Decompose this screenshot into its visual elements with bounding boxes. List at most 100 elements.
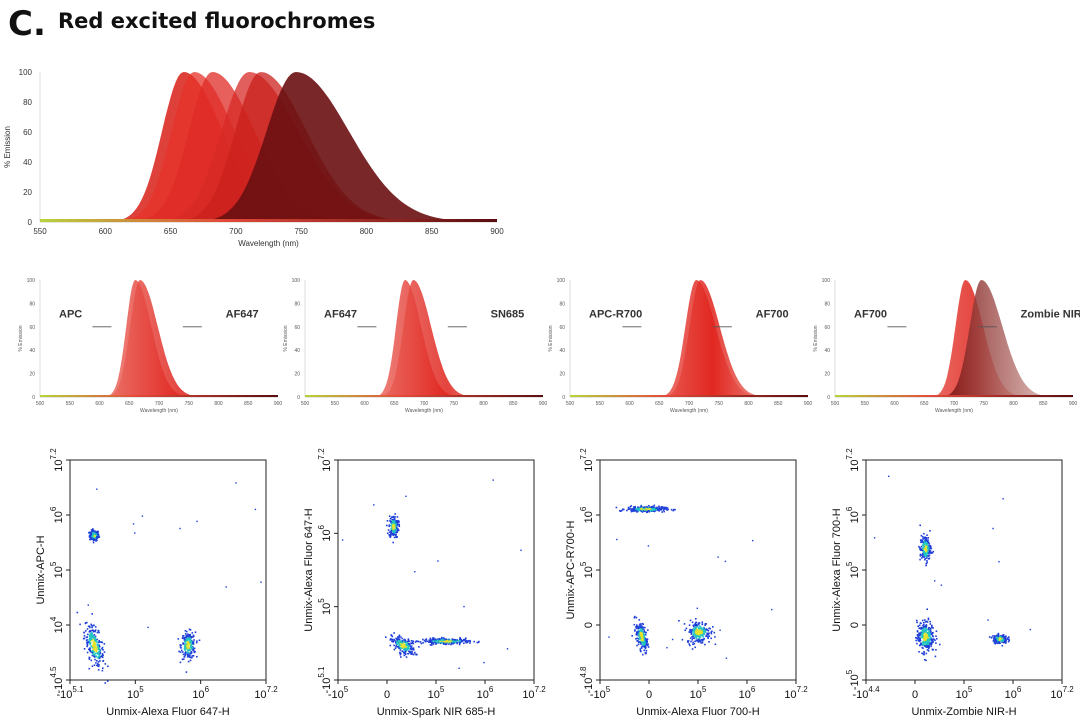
event-dot [929, 546, 932, 548]
event-dot [436, 640, 439, 642]
event-dot [923, 556, 925, 558]
event-dot [98, 536, 101, 538]
event-dot [446, 640, 449, 643]
event-dot [187, 633, 189, 635]
event-dot [394, 533, 397, 536]
event-dot [1002, 634, 1004, 636]
event-dot [929, 623, 932, 625]
event-dot [1001, 644, 1004, 647]
event-dot [992, 527, 994, 530]
event-dot [395, 520, 397, 522]
event-dot [994, 638, 997, 640]
event-dot [918, 624, 921, 627]
event-dot [639, 650, 642, 652]
x-tick-label: 850 [1039, 401, 1048, 407]
event-dot [693, 632, 696, 635]
event-dot [926, 553, 929, 555]
event-dot [91, 626, 93, 629]
x-tick-label: 105 [690, 685, 707, 701]
event-dot [186, 645, 188, 647]
event-dot [642, 645, 645, 648]
event-dot [88, 657, 91, 659]
event-dot [391, 521, 394, 524]
event-dot [701, 628, 703, 630]
y-tick-group: 106 [49, 506, 65, 523]
event-dot [95, 651, 98, 653]
event-dot [188, 628, 191, 631]
event-dot [189, 633, 191, 636]
y-axis-label: Unmix-APC-H [35, 535, 47, 604]
spectrum-area-zombie-nir [40, 72, 497, 222]
event-dot [90, 645, 92, 647]
y-axis-label: % Emission [283, 325, 289, 351]
event-dot [441, 639, 443, 641]
event-dot [643, 649, 645, 652]
event-dot [415, 653, 417, 656]
event-dot [97, 646, 99, 648]
event-dot [987, 619, 989, 621]
event-dot [921, 554, 924, 556]
event-dot [641, 622, 644, 625]
event-dot [922, 624, 924, 627]
event-dot [441, 641, 443, 644]
event-dot [1008, 636, 1010, 638]
event-dot [637, 627, 639, 630]
event-dot [386, 520, 389, 522]
event-dot [193, 639, 195, 641]
baseline-gradient-bar [305, 395, 543, 397]
event-dot [192, 649, 195, 652]
event-dot [395, 524, 397, 527]
event-dot [102, 659, 105, 662]
y-tick-label: 105 [579, 561, 595, 578]
event-dot [94, 643, 97, 646]
event-dot [393, 632, 395, 634]
x-tick-label: 800 [479, 401, 488, 407]
event-dot [996, 638, 999, 640]
event-dot [450, 642, 453, 644]
event-dot [88, 667, 91, 670]
event-dot [1006, 637, 1009, 639]
event-dot [619, 510, 621, 512]
event-dot [406, 640, 409, 643]
event-dot [458, 641, 460, 643]
y-tick-label: 0 [827, 395, 830, 401]
event-dot [398, 525, 401, 528]
event-dot [397, 636, 400, 639]
event-dot [692, 641, 694, 644]
event-dot [925, 636, 928, 638]
event-dot [644, 637, 647, 640]
event-dot [922, 542, 925, 545]
fluorochrome-label: AF700 [756, 308, 789, 320]
event-dot [189, 641, 191, 643]
event-dot [634, 629, 636, 631]
event-dot [185, 644, 188, 647]
event-dot [1003, 636, 1005, 638]
event-dot [98, 639, 100, 642]
event-dot [184, 648, 186, 651]
event-dot [705, 634, 708, 637]
event-dot [642, 653, 644, 656]
event-dot [408, 643, 410, 645]
event-dot [93, 532, 95, 534]
event-dot [432, 643, 435, 645]
event-dot [395, 528, 397, 531]
x-tick-label: -105 [590, 685, 611, 701]
event-dot [661, 506, 663, 508]
event-dot [930, 627, 932, 630]
event-dot [186, 656, 189, 658]
event-dot [923, 636, 925, 638]
y-tick-label: 105 [49, 561, 65, 578]
event-dot [925, 639, 928, 642]
event-dot [929, 620, 931, 623]
event-dot [93, 646, 96, 649]
event-dot [96, 536, 98, 538]
event-dot [925, 537, 928, 539]
event-dot [696, 626, 699, 628]
event-dot [96, 652, 99, 654]
event-dot [393, 518, 395, 521]
event-dot [922, 640, 924, 643]
event-dot [95, 655, 97, 658]
event-dot [927, 641, 930, 643]
event-dot [645, 509, 647, 512]
event-dot [694, 634, 697, 636]
